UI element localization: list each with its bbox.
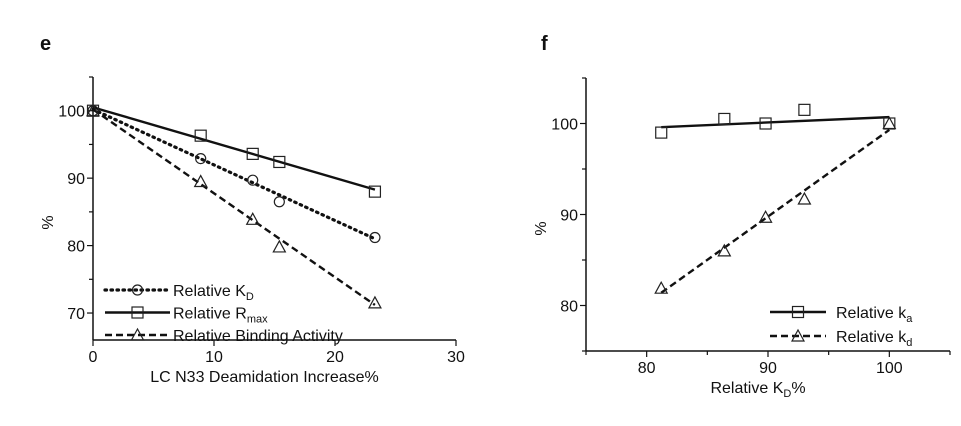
data-point-square [798,103,811,116]
data-point-circle [195,152,207,165]
legend-label: Relative ka [836,305,913,325]
y-tick-label: 80 [560,299,578,316]
data-point-circle [369,231,381,244]
data-point-triangle [654,280,669,294]
legend-marker-triangle [790,328,806,342]
data-point-square [368,185,382,198]
y-tick-label: 100 [58,104,85,121]
data-point-square [194,129,207,142]
x-tick-label: 80 [638,360,656,377]
data-point-square [273,155,286,169]
legend-marker-triangle [130,327,145,341]
x-tick-label: 20 [326,349,344,366]
data-point-triangle [367,295,382,309]
fit-line-triangle [92,108,376,306]
x-tick-label: 100 [876,360,903,377]
data-point-square [759,117,772,130]
data-point-triangle [758,209,773,223]
data-point-triangle [882,116,897,130]
y-tick-label: 70 [67,306,85,323]
data-point-square [246,147,259,160]
fit-line-square [92,106,376,191]
data-point-circle [273,196,285,208]
legend-label: Relative KD [173,283,254,303]
x-axis-label: LC N33 Deamidation Increase% [150,369,379,386]
y-tick-label: 100 [551,117,578,134]
x-axis-label: Relative KD% [710,380,805,400]
y-axis-label: % [533,221,550,235]
x-tick-label: 0 [89,349,98,366]
y-tick-label: 90 [67,171,85,188]
fit-line-circle [91,107,377,241]
data-point-triangle [272,239,287,253]
chart-e: 70 80 90 100 0 10 20 30 LC N33 Deamidation Incre… [40,76,465,386]
data-point-square [655,126,668,139]
legend-marker-square [791,305,805,319]
fit-line-triangle [660,128,891,294]
x-tick-label: 30 [447,349,465,366]
y-axis-label: % [40,215,57,229]
legend-marker-square [131,306,144,319]
legend-label: Relative kd [836,329,912,349]
data-point-circle [247,174,259,186]
data-point-triangle [717,243,732,257]
legend-label: Relative Binding Activity [173,328,343,345]
data-point-triangle [797,191,812,205]
legend-marker-circle [131,284,144,296]
data-point-triangle [193,174,208,188]
legend-label: Relative Rmax [173,306,268,326]
panel-label-f: f [541,33,548,55]
data-point-triangle [85,103,101,117]
y-tick-label: 80 [67,239,85,256]
x-tick-label: 90 [759,360,777,377]
y-tick-label: 90 [560,208,578,225]
fit-line-square [661,115,890,129]
panel-label-e: e [40,33,51,55]
chart-f: 80 90 100 80 90 100 Relative KD%% Relative ka Re… [533,77,951,400]
data-point-square [718,112,731,126]
x-tick-label: 10 [205,349,223,366]
data-point-triangle [245,212,260,225]
